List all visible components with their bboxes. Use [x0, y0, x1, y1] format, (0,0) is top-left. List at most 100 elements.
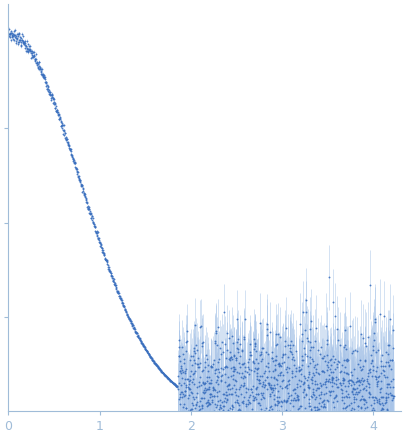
Point — [32, 58, 38, 65]
Point — [260, 381, 266, 388]
Point — [341, 393, 347, 400]
Point — [65, 140, 72, 147]
Point — [61, 127, 67, 134]
Point — [197, 427, 204, 434]
Point — [233, 354, 239, 361]
Point — [145, 351, 152, 358]
Point — [303, 432, 309, 437]
Point — [224, 392, 230, 399]
Point — [139, 340, 146, 347]
Point — [141, 343, 148, 350]
Point — [327, 365, 333, 372]
Point — [284, 382, 290, 389]
Point — [373, 367, 379, 374]
Point — [345, 380, 352, 387]
Point — [307, 354, 313, 361]
Point — [356, 410, 362, 417]
Point — [45, 87, 52, 94]
Point — [173, 382, 179, 389]
Point — [232, 385, 239, 392]
Point — [364, 375, 371, 382]
Point — [248, 386, 254, 393]
Point — [178, 362, 184, 369]
Point — [124, 310, 130, 317]
Point — [288, 422, 295, 429]
Point — [86, 209, 93, 216]
Point — [232, 423, 239, 430]
Point — [244, 416, 251, 423]
Point — [360, 362, 366, 369]
Point — [41, 74, 48, 81]
Point — [47, 89, 53, 96]
Point — [240, 361, 247, 368]
Point — [110, 275, 116, 282]
Point — [183, 365, 190, 372]
Point — [194, 389, 200, 396]
Point — [343, 388, 349, 395]
Point — [266, 381, 273, 388]
Point — [64, 139, 71, 146]
Point — [243, 402, 249, 409]
Point — [243, 432, 249, 437]
Point — [237, 407, 243, 414]
Point — [59, 119, 65, 126]
Point — [172, 382, 179, 388]
Point — [29, 52, 36, 59]
Point — [266, 329, 273, 336]
Point — [241, 372, 247, 379]
Point — [346, 376, 353, 383]
Point — [57, 115, 63, 122]
Point — [177, 400, 183, 407]
Point — [237, 411, 244, 418]
Point — [317, 351, 324, 358]
Point — [6, 26, 12, 33]
Point — [314, 407, 321, 414]
Point — [238, 424, 245, 431]
Point — [274, 401, 281, 408]
Point — [358, 433, 364, 437]
Point — [304, 374, 311, 381]
Point — [325, 408, 331, 415]
Point — [161, 371, 168, 378]
Point — [190, 375, 196, 382]
Point — [114, 287, 121, 294]
Point — [100, 252, 107, 259]
Point — [210, 416, 216, 423]
Point — [297, 321, 303, 328]
Point — [388, 357, 395, 364]
Point — [149, 357, 156, 364]
Point — [29, 49, 35, 56]
Point — [24, 47, 31, 54]
Point — [390, 344, 396, 351]
Point — [349, 378, 356, 385]
Point — [215, 422, 222, 429]
Point — [189, 361, 195, 368]
Point — [93, 228, 99, 235]
Point — [275, 388, 281, 395]
Point — [358, 376, 364, 383]
Point — [266, 380, 272, 387]
Point — [335, 359, 342, 366]
Point — [353, 416, 359, 423]
Point — [237, 340, 243, 347]
Point — [91, 221, 97, 228]
Point — [386, 341, 392, 348]
Point — [74, 165, 80, 172]
Point — [158, 369, 165, 376]
Point — [284, 377, 291, 384]
Point — [184, 338, 190, 345]
Point — [377, 370, 384, 377]
Point — [279, 425, 286, 432]
Point — [367, 390, 373, 397]
Point — [189, 422, 195, 429]
Point — [173, 382, 179, 389]
Point — [113, 284, 119, 291]
Point — [364, 413, 371, 420]
Point — [147, 354, 154, 361]
Point — [367, 411, 373, 418]
Point — [273, 330, 279, 337]
Point — [164, 374, 170, 381]
Point — [273, 352, 279, 359]
Point — [298, 415, 305, 422]
Point — [201, 363, 208, 370]
